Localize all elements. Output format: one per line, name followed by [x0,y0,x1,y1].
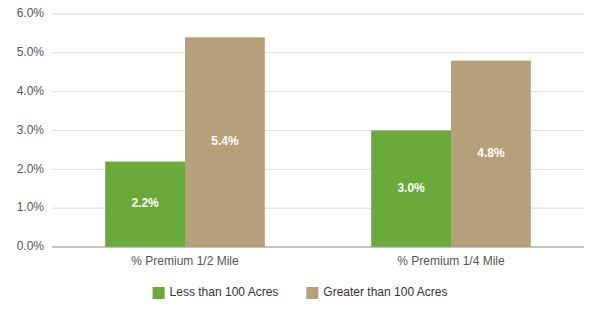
bar [105,162,185,247]
grid-line [52,52,584,53]
data-label: 4.8% [477,146,505,160]
x-tick-label: % Premium 1/2 Mile [131,254,239,268]
x-tick-label: % Premium 1/4 Mile [397,254,505,268]
y-tick-label: 4.0% [17,84,45,98]
bars [105,37,531,247]
legend-item: Greater than 100 Acres [306,285,447,299]
y-tick-label: 3.0% [17,123,45,137]
grid-line [52,247,584,248]
data-label: 2.2% [131,196,159,210]
y-axis: 0.0% 1.0% 2.0% 3.0% 4.0% 5.0% 6.0% [17,6,584,253]
legend-label: Less than 100 Acres [170,285,279,299]
legend-label: Greater than 100 Acres [323,285,447,299]
legend-swatch [306,287,318,299]
y-tick-label: 5.0% [17,45,45,59]
legend-swatch [153,287,165,299]
data-labels: 2.2% 3.0% 5.4% 4.8% [131,134,504,210]
x-axis: % Premium 1/2 Mile % Premium 1/4 Mile [131,254,505,268]
y-tick-label: 6.0% [17,6,45,20]
data-label: 5.4% [211,134,239,148]
y-tick-label: 2.0% [17,162,45,176]
y-tick-label: 1.0% [17,200,45,214]
bar [451,61,531,247]
bar [371,131,451,248]
y-tick-label: 0.0% [17,239,45,253]
data-label: 3.0% [397,181,425,195]
legend: Less than 100 Acres Greater than 100 Acre… [153,285,448,299]
x-axis-line [52,247,584,248]
bar [185,37,265,247]
chart: 0.0% 1.0% 2.0% 3.0% 4.0% 5.0% 6.0% 2.2% 3.0% 5.4%… [0,0,600,311]
grid-line [52,14,584,15]
legend-item: Less than 100 Acres [153,285,279,299]
